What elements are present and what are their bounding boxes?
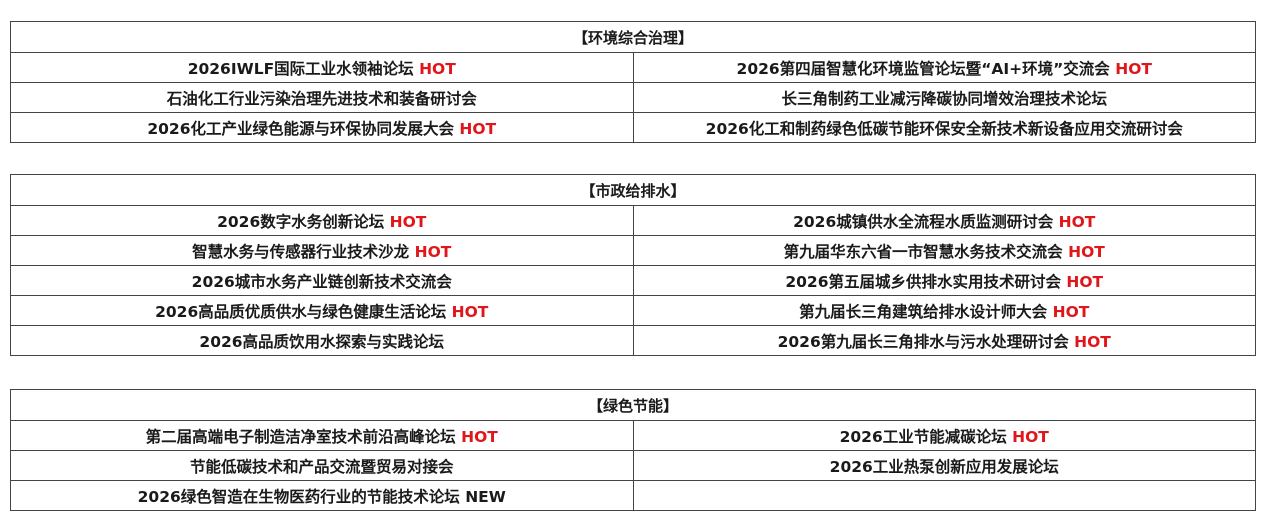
event-cell[interactable]: 2026化工和制药绿色低碳节能环保安全新技术新设备应用交流研讨会: [632, 112, 1256, 143]
event-title: 2026第九届长三角排水与污水处理研讨会: [777, 332, 1069, 351]
hot-badge: HOT: [1058, 212, 1096, 231]
event-cell[interactable]: 长三角制药工业减污降碳协同增效治理技术论坛: [632, 82, 1256, 113]
table-row: 2026高品质优质供水与绿色健康生活论坛 HOT 第九届长三角建筑给排水设计师大会…: [10, 295, 1256, 326]
event-title: 智慧水务与传感器行业技术沙龙: [192, 242, 410, 261]
section-title: 【绿色节能】: [10, 389, 1256, 421]
table-row: 2026城市水务产业链创新技术交流会 2026第五届城乡供排水实用技术研讨会 HO…: [10, 265, 1256, 296]
hot-badge: HOT: [1066, 272, 1104, 291]
event-cell[interactable]: 2026第九届长三角排水与污水处理研讨会 HOT: [632, 325, 1256, 356]
event-title: 2026城镇供水全流程水质监测研讨会: [793, 212, 1054, 231]
hot-badge: HOT: [1074, 332, 1111, 351]
hot-badge: HOT: [1052, 302, 1090, 321]
section-title: 【市政给排水】: [10, 174, 1256, 206]
table-row: 2026绿色智造在生物医药行业的节能技术论坛 NEW: [10, 480, 1256, 511]
event-title: 2026工业节能减碳论坛: [839, 427, 1007, 446]
hot-badge: HOT: [451, 302, 489, 321]
event-title: 长三角制药工业减污降碳协同增效治理技术论坛: [781, 89, 1107, 108]
event-cell[interactable]: 2026数字水务创新论坛 HOT: [10, 205, 634, 236]
event-title: 2026化工产业绿色能源与环保协同发展大会: [147, 119, 454, 138]
event-cell[interactable]: 2026第四届智慧化环境监管论坛暨“AI+环境”交流会 HOT: [632, 52, 1256, 83]
event-cell[interactable]: 第二届高端电子制造洁净室技术前沿高峰论坛 HOT: [10, 420, 634, 451]
event-title: 2026数字水务创新论坛: [217, 212, 385, 231]
section-table-municipal-water: 【市政给排水】 2026数字水务创新论坛 HOT 2026城镇供水全流程水质监测研讨…: [10, 174, 1256, 356]
table-row: 第二届高端电子制造洁净室技术前沿高峰论坛 HOT 2026工业节能减碳论坛 HOT: [10, 420, 1256, 451]
event-title: 2026第四届智慧化环境监管论坛暨“AI+环境”交流会: [736, 59, 1110, 78]
event-title: 2026化工和制药绿色低碳节能环保安全新技术新设备应用交流研讨会: [705, 119, 1183, 138]
table-row: 节能低碳技术和产品交流暨贸易对接会 2026工业热泵创新应用发展论坛: [10, 450, 1256, 481]
event-title: 2026第五届城乡供排水实用技术研讨会: [785, 272, 1061, 291]
section-table-environment: 【环境综合治理】 2026IWLF国际工业水领袖论坛 HOT 2026第四届智慧化环…: [10, 21, 1256, 143]
event-cell[interactable]: 智慧水务与传感器行业技术沙龙 HOT: [10, 235, 634, 266]
event-title: 第九届华东六省一市智慧水务技术交流会: [783, 242, 1063, 261]
hot-badge: HOT: [414, 242, 452, 261]
event-cell[interactable]: 2026高品质优质供水与绿色健康生活论坛 HOT: [10, 295, 634, 326]
event-title: 第九届长三角建筑给排水设计师大会: [799, 302, 1048, 321]
section-title: 【环境综合治理】: [10, 21, 1256, 53]
event-title: 2026城市水务产业链创新技术交流会: [191, 272, 452, 291]
table-row: 2026IWLF国际工业水领袖论坛 HOT 2026第四届智慧化环境监管论坛暨“A…: [10, 52, 1256, 83]
hot-badge: HOT: [1012, 427, 1049, 446]
hot-badge: HOT: [461, 427, 498, 446]
event-title: 第二届高端电子制造洁净室技术前沿高峰论坛: [145, 427, 456, 446]
event-cell[interactable]: 2026工业节能减碳论坛 HOT: [632, 420, 1256, 451]
event-cell[interactable]: 2026城镇供水全流程水质监测研讨会 HOT: [632, 205, 1256, 236]
event-title: 2026高品质饮用水探索与实践论坛: [199, 332, 445, 351]
hot-badge: HOT: [1115, 59, 1152, 78]
event-cell[interactable]: 2026化工产业绿色能源与环保协同发展大会 HOT: [10, 112, 634, 143]
event-cell[interactable]: 2026绿色智造在生物医药行业的节能技术论坛 NEW: [10, 480, 634, 511]
table-row: 2026高品质饮用水探索与实践论坛 2026第九届长三角排水与污水处理研讨会 HO…: [10, 325, 1256, 356]
event-cell[interactable]: 2026第五届城乡供排水实用技术研讨会 HOT: [632, 265, 1256, 296]
event-cell[interactable]: 2026高品质饮用水探索与实践论坛: [10, 325, 634, 356]
event-cell[interactable]: 2026工业热泵创新应用发展论坛: [632, 450, 1256, 481]
event-cell[interactable]: 2026城市水务产业链创新技术交流会: [10, 265, 634, 296]
hot-badge: HOT: [459, 119, 497, 138]
table-row: 石油化工行业污染治理先进技术和装备研讨会 长三角制药工业减污降碳协同增效治理技术论…: [10, 82, 1256, 113]
new-badge: NEW: [465, 487, 506, 506]
event-cell[interactable]: 节能低碳技术和产品交流暨贸易对接会: [10, 450, 634, 481]
table-row: 2026数字水务创新论坛 HOT 2026城镇供水全流程水质监测研讨会 HOT: [10, 205, 1256, 236]
hot-badge: HOT: [389, 212, 427, 231]
event-title: 石油化工行业污染治理先进技术和装备研讨会: [166, 89, 477, 108]
event-title: 2026工业热泵创新应用发展论坛: [829, 457, 1059, 476]
hot-badge: HOT: [419, 59, 456, 78]
event-title: 节能低碳技术和产品交流暨贸易对接会: [189, 457, 454, 476]
table-row: 2026化工产业绿色能源与环保协同发展大会 HOT 2026化工和制药绿色低碳节能…: [10, 112, 1256, 143]
event-cell[interactable]: 石油化工行业污染治理先进技术和装备研讨会: [10, 82, 634, 113]
event-title: 2026高品质优质供水与绿色健康生活论坛: [155, 302, 447, 321]
event-cell[interactable]: 第九届华东六省一市智慧水务技术交流会 HOT: [632, 235, 1256, 266]
event-cell[interactable]: 第九届长三角建筑给排水设计师大会 HOT: [632, 295, 1256, 326]
event-title: 2026绿色智造在生物医药行业的节能技术论坛: [137, 487, 460, 506]
hot-badge: HOT: [1068, 242, 1105, 261]
event-cell[interactable]: 2026IWLF国际工业水领袖论坛 HOT: [10, 52, 634, 83]
table-row: 智慧水务与传感器行业技术沙龙 HOT 第九届华东六省一市智慧水务技术交流会 HOT: [10, 235, 1256, 266]
event-cell: [632, 480, 1256, 511]
section-table-green-energy: 【绿色节能】 第二届高端电子制造洁净室技术前沿高峰论坛 HOT 2026工业节能减碳…: [10, 389, 1256, 511]
event-title: 2026IWLF国际工业水领袖论坛: [187, 59, 414, 78]
